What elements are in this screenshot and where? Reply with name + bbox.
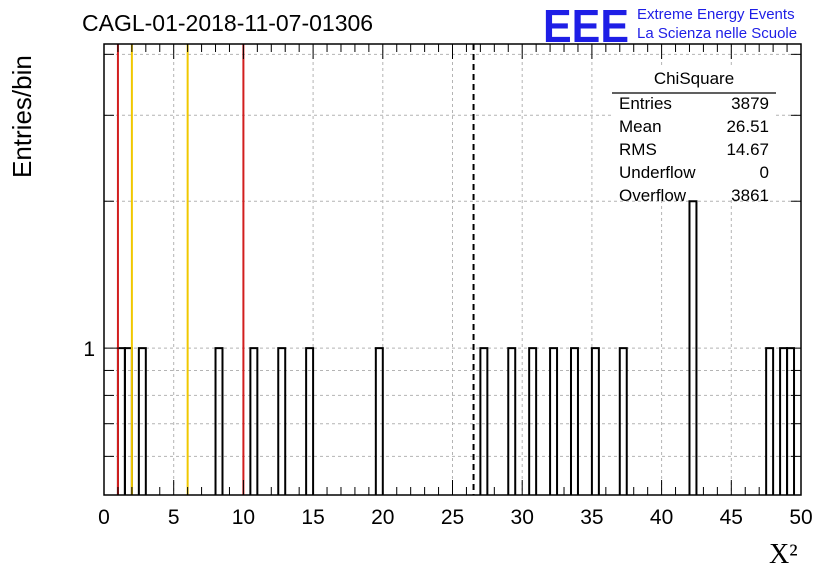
chart-title: CAGL-01-2018-11-07-01306	[82, 10, 373, 36]
x-tick-label: 15	[301, 506, 324, 529]
histogram-bin	[590, 347, 600, 495]
x-axis-label: X²	[769, 539, 798, 570]
stats-entries-value: 3879	[731, 94, 769, 113]
histogram-bin	[688, 200, 698, 495]
axes: 0 5 10 15 20 25 30 35 40 45 50 1	[83, 43, 813, 529]
histogram-bin	[374, 347, 384, 495]
y-tick-label: 1	[83, 338, 95, 361]
logo-line-1: Extreme Energy Events	[637, 6, 795, 23]
stats-underflow-value: 0	[760, 163, 769, 182]
histogram-bin	[305, 347, 315, 495]
stats-rms-value: 14.67	[726, 140, 769, 159]
eee-logo: EEE	[543, 0, 629, 52]
histogram-bin	[618, 347, 628, 495]
stats-overflow-label: Overflow	[619, 186, 687, 205]
logo-line-2: La Scienza nelle Scuole	[637, 25, 797, 42]
x-tick-label: 35	[580, 506, 603, 529]
stats-mean-value: 26.51	[726, 117, 769, 136]
stats-mean-label: Mean	[619, 117, 662, 136]
histogram-bin	[569, 347, 579, 495]
histogram-bin	[507, 347, 517, 495]
histogram-bin	[249, 347, 259, 495]
x-tick-label: 10	[232, 506, 255, 529]
x-tick-label: 5	[168, 506, 180, 529]
x-tick-label: 30	[511, 506, 534, 529]
x-tick-label: 20	[371, 506, 394, 529]
histogram-bin	[528, 347, 538, 495]
stats-title: ChiSquare	[654, 69, 734, 88]
histogram-bin	[137, 347, 147, 495]
stats-box-background	[612, 66, 776, 198]
histogram-bin	[479, 347, 489, 495]
stats-rms-label: RMS	[619, 140, 657, 159]
histogram-bin	[765, 347, 775, 495]
stats-overflow-value: 3861	[731, 186, 769, 205]
x-tick-label: 45	[720, 506, 743, 529]
x-tick-label: 40	[650, 506, 673, 529]
x-tick-label: 0	[98, 506, 110, 529]
reference-lines	[116, 44, 475, 495]
x-tick-label: 50	[789, 506, 812, 529]
x-tick-label: 25	[441, 506, 464, 529]
histogram-bin	[277, 347, 287, 495]
stats-entries-label: Entries	[619, 94, 672, 113]
histogram-bin	[549, 347, 559, 495]
y-axis-label: Entries/bin	[7, 55, 37, 178]
histogram-bin	[214, 347, 224, 495]
stats-underflow-label: Underflow	[619, 163, 696, 182]
stats-box: ChiSquare Entries 3879 Mean 26.51 RMS 14…	[612, 66, 776, 205]
